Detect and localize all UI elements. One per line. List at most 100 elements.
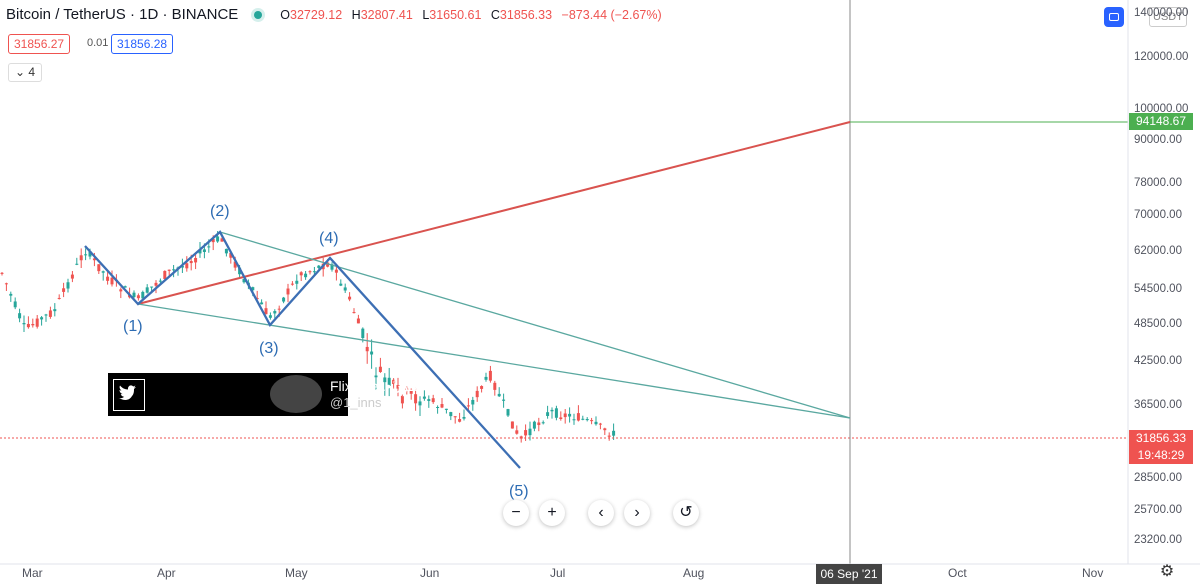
scroll-right-button[interactable]: › (624, 500, 650, 526)
candle (471, 399, 475, 405)
candle (273, 311, 277, 314)
indicators-toggle[interactable]: ⌄ 4 (8, 63, 43, 82)
candle (264, 308, 268, 315)
screenshot-icon[interactable] (1104, 7, 1124, 27)
candle (75, 263, 79, 265)
candle (528, 428, 532, 436)
time-scale-label: Apr (157, 566, 176, 580)
price-scale-label: 42500.00 (1134, 355, 1182, 367)
candle (422, 396, 426, 399)
candle (180, 265, 184, 268)
candle (440, 404, 444, 408)
open-value: 32729.12 (290, 7, 343, 22)
candle (392, 379, 396, 385)
scroll-left-button[interactable]: ‹ (588, 500, 614, 526)
candle (510, 421, 514, 429)
candle (154, 282, 158, 286)
candle (537, 422, 541, 426)
candlestick-series (0, 231, 616, 443)
price-scale-label: 100000.00 (1134, 103, 1189, 115)
candle (101, 271, 105, 273)
candle (40, 317, 44, 320)
candle (334, 269, 338, 273)
candle (330, 264, 334, 270)
candle (13, 301, 17, 308)
change-value: −873.44 (−2.67%) (561, 7, 662, 22)
price-scale-label: 120000.00 (1134, 51, 1189, 63)
candle (576, 413, 580, 421)
candle (132, 292, 136, 298)
time-scale-label: Jul (550, 566, 566, 580)
candle (524, 430, 528, 436)
channel-lower-line[interactable] (137, 303, 851, 419)
candle (418, 401, 422, 406)
candle (106, 276, 110, 281)
candle (308, 271, 312, 273)
candle (233, 261, 237, 268)
wave-label-5: (5) (509, 483, 529, 500)
candle (400, 395, 404, 404)
price-scale-label: 140000.00 (1134, 7, 1189, 19)
elliott-wave-path[interactable] (84, 230, 521, 469)
candle (9, 293, 13, 296)
candle (185, 263, 189, 269)
wave-label-3: (3) (259, 340, 279, 357)
wave-label-1: (1) (123, 318, 143, 335)
trend-line-red[interactable] (137, 121, 851, 305)
candle (194, 257, 198, 263)
candle (590, 420, 594, 422)
twitter-icon (113, 379, 145, 411)
symbol-title[interactable]: Bitcoin / TetherUS · 1D · BINANCE (6, 6, 239, 23)
candle (277, 308, 281, 310)
currency-button[interactable]: USDT (1149, 7, 1187, 27)
candle (436, 406, 440, 408)
candle (198, 249, 202, 254)
candle (238, 267, 242, 275)
candle (22, 323, 26, 325)
bar-countdown-tag: 19:48:29 (1129, 447, 1193, 464)
indicator-count: 4 (28, 65, 36, 79)
zoom-in-button[interactable]: + (539, 500, 565, 526)
candle (546, 412, 550, 416)
close-value: 31856.33 (499, 7, 553, 22)
symbol-header: Bitcoin / TetherUS · 1D · BINANCE O32729… (6, 6, 662, 23)
time-scale-label: Nov (1082, 566, 1104, 580)
candle (84, 254, 88, 256)
candle (282, 297, 286, 302)
candle (268, 315, 272, 318)
candle (352, 312, 356, 314)
candle (572, 419, 576, 421)
candle (356, 318, 360, 324)
watermark-handle: @1_inns (330, 395, 382, 410)
candle (458, 419, 462, 422)
price-scale-label: 90000.00 (1134, 134, 1182, 146)
candle (255, 298, 259, 300)
price-scale-label: 54500.00 (1134, 283, 1182, 295)
candle (62, 288, 66, 292)
price-scale-label: 25700.00 (1134, 504, 1182, 516)
sell-price-button[interactable]: 31856.27 (8, 34, 71, 54)
candle (541, 422, 545, 424)
settings-icon[interactable]: ⚙ (1159, 563, 1175, 580)
reset-chart-button[interactable]: ↺ (673, 500, 699, 526)
candle (295, 280, 299, 284)
candle (568, 413, 572, 417)
target-price-tag: 94148.67 (1129, 113, 1193, 130)
candle (607, 435, 611, 437)
candle (70, 274, 74, 279)
price-scale-label: 70000.00 (1134, 209, 1182, 221)
candle (559, 417, 563, 420)
candle (251, 287, 255, 291)
candle (414, 394, 418, 404)
zoom-out-button[interactable]: − (503, 500, 529, 526)
candle (150, 286, 154, 288)
price-scale-label: 78000.00 (1134, 177, 1182, 189)
buy-price-button[interactable]: 31856.28 (111, 34, 174, 54)
candle (136, 295, 140, 299)
candle (53, 309, 57, 312)
candle (444, 408, 448, 410)
candle (493, 382, 497, 390)
candle (603, 428, 607, 431)
time-scale-label: Aug (683, 566, 705, 580)
